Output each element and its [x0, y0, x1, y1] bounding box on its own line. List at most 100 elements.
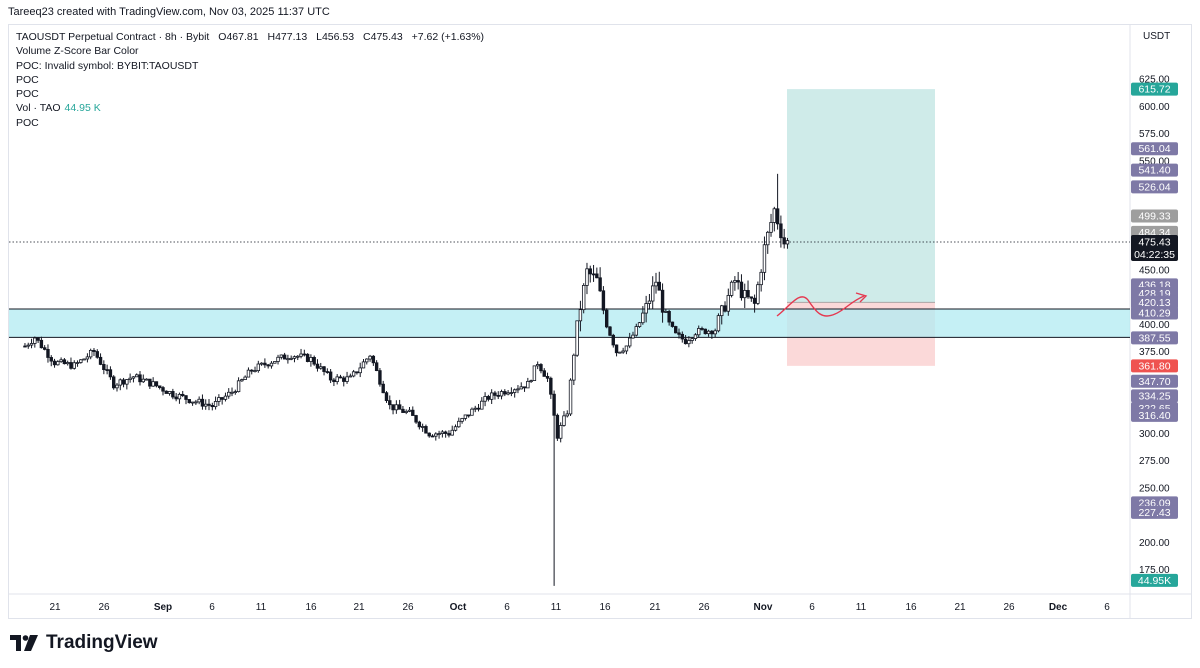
tradingview-logo[interactable]: TradingView — [10, 632, 158, 654]
candle-body — [450, 429, 454, 436]
candle-body — [85, 356, 90, 360]
price-badge-badge[interactable] — [1131, 295, 1178, 309]
candle-body — [388, 400, 392, 406]
candle-body — [230, 391, 234, 394]
price-badge-label: 227.43 — [1138, 507, 1170, 519]
candle-body — [746, 290, 750, 298]
candle-body — [545, 376, 550, 379]
candle-body — [273, 361, 277, 364]
candle-body — [319, 366, 323, 369]
price-badge-stop[interactable] — [1131, 359, 1178, 373]
y-tick-label: 400.00 — [1139, 320, 1170, 331]
candle-body — [299, 353, 303, 357]
candle-body — [338, 376, 343, 379]
legend-indicator-poc-2[interactable]: POC — [16, 88, 39, 101]
price-badge-last[interactable] — [1131, 235, 1178, 262]
y-tick-label: 200.00 — [1139, 538, 1170, 549]
legend-indicator-poc-1[interactable]: POC — [16, 73, 39, 86]
candle-body — [342, 377, 346, 382]
candle-body — [414, 415, 418, 423]
legend-indicator-poc-3[interactable]: POC — [16, 116, 39, 129]
price-badge-badge[interactable] — [1131, 374, 1178, 388]
candle-body — [552, 393, 556, 416]
axis-unit-label[interactable]: USDT — [1143, 31, 1171, 42]
candle-body — [664, 311, 668, 313]
legend-indicator-volume[interactable]: Vol · TAO 44.95 K — [16, 101, 484, 115]
candle-body — [246, 369, 251, 378]
candle-body — [660, 289, 665, 313]
candle-body — [223, 395, 228, 400]
price-badge-volume[interactable] — [1131, 573, 1178, 587]
candle-body — [184, 395, 188, 400]
price-badge-label: 347.70 — [1138, 376, 1170, 388]
candle-body — [723, 305, 727, 312]
price-badge-badge[interactable] — [1131, 163, 1178, 177]
price-badge-badge[interactable] — [1131, 389, 1178, 403]
candle-body — [368, 355, 372, 360]
candle-body — [618, 351, 622, 354]
candle-body — [667, 311, 671, 323]
candle-body — [585, 268, 589, 286]
candle-body — [690, 338, 694, 341]
price-badge-badge[interactable] — [1131, 306, 1178, 320]
candle-body — [634, 326, 638, 336]
candle-body — [128, 377, 132, 380]
support-zone[interactable] — [9, 308, 1130, 338]
price-badge-badge[interactable] — [1131, 331, 1178, 345]
candle-body — [62, 359, 67, 365]
price-badge-label: 475.43 — [1138, 237, 1170, 249]
price-badge-badge[interactable] — [1131, 408, 1178, 422]
candle-body — [200, 398, 205, 407]
candle-body — [535, 364, 540, 367]
candle-body — [434, 433, 438, 437]
price-badge-badge[interactable] — [1131, 180, 1178, 194]
candle-body — [460, 418, 464, 422]
candle-body — [187, 399, 191, 404]
candle-body — [397, 404, 402, 410]
candle-body — [677, 332, 681, 335]
candle-body — [381, 383, 385, 394]
candle-body — [23, 345, 27, 348]
candle-body — [670, 321, 675, 327]
candle-body — [36, 337, 40, 341]
projection-path-drawing[interactable] — [776, 295, 865, 317]
candle-body — [453, 426, 458, 431]
candle-body — [562, 415, 566, 426]
price-badge-label: 615.72 — [1138, 84, 1170, 96]
candle-body — [407, 409, 412, 412]
price-badge-label: 387.55 — [1138, 332, 1170, 344]
price-badge-badge[interactable] — [1131, 505, 1178, 519]
candle-body — [466, 414, 471, 417]
x-tick-label: Nov — [754, 602, 773, 613]
candle-body — [29, 343, 34, 346]
legend-high: H477.13 — [267, 31, 308, 43]
y-tick-label: 175.00 — [1139, 565, 1170, 576]
legend-indicator-zscore[interactable]: Volume Z-Score Bar Color — [16, 45, 139, 58]
candle-body — [601, 290, 606, 311]
candle-body — [542, 370, 546, 377]
candle-body — [480, 400, 484, 410]
candle-body — [358, 367, 362, 374]
y-tick-label: 575.00 — [1139, 129, 1170, 140]
candle-body — [46, 349, 50, 358]
candle-body — [56, 361, 60, 366]
price-badge-badge[interactable] — [1131, 142, 1178, 156]
candle-body — [749, 296, 754, 299]
price-badge-gray[interactable] — [1131, 209, 1178, 223]
x-tick-label: Dec — [1049, 602, 1068, 613]
candle-body — [605, 309, 609, 328]
candle-body — [240, 379, 244, 382]
legend-indicator-poc-invalid[interactable]: POC: Invalid symbol: BYBIT:TAOUSDT — [16, 59, 199, 72]
candle-body — [253, 370, 257, 373]
candle-body — [512, 389, 517, 393]
position-target-zone[interactable] — [787, 89, 935, 303]
projection-arrow-head[interactable] — [855, 292, 868, 303]
price-badge-target[interactable] — [1131, 82, 1178, 96]
candle-body — [49, 357, 53, 362]
price-badge-label: 44.95K — [1138, 575, 1171, 587]
y-tick-label: 450.00 — [1139, 265, 1170, 276]
candle-body — [95, 351, 99, 358]
candle-body — [539, 364, 543, 372]
chart-author-header: Tareeq23 created with TradingView.com, N… — [8, 6, 330, 18]
